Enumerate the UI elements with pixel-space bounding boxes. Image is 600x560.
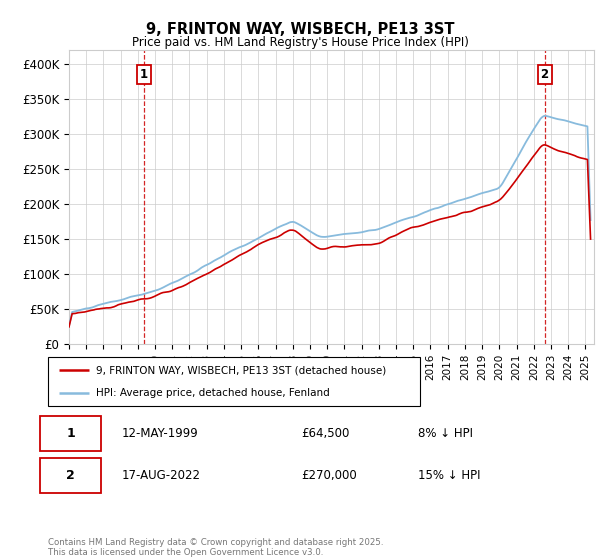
Text: 8% ↓ HPI: 8% ↓ HPI (418, 427, 473, 440)
Text: Price paid vs. HM Land Registry's House Price Index (HPI): Price paid vs. HM Land Registry's House … (131, 36, 469, 49)
FancyBboxPatch shape (40, 416, 101, 451)
Text: 9, FRINTON WAY, WISBECH, PE13 3ST: 9, FRINTON WAY, WISBECH, PE13 3ST (146, 22, 454, 38)
FancyBboxPatch shape (40, 458, 101, 493)
Text: 1: 1 (67, 427, 75, 440)
Text: £270,000: £270,000 (301, 469, 357, 482)
Text: HPI: Average price, detached house, Fenland: HPI: Average price, detached house, Fenl… (97, 388, 330, 398)
Text: 2: 2 (541, 68, 548, 81)
Text: 15% ↓ HPI: 15% ↓ HPI (418, 469, 480, 482)
Text: Contains HM Land Registry data © Crown copyright and database right 2025.
This d: Contains HM Land Registry data © Crown c… (48, 538, 383, 557)
Text: 1: 1 (140, 68, 148, 81)
Text: 12-MAY-1999: 12-MAY-1999 (122, 427, 199, 440)
Text: 9, FRINTON WAY, WISBECH, PE13 3ST (detached house): 9, FRINTON WAY, WISBECH, PE13 3ST (detac… (97, 365, 386, 375)
Text: 17-AUG-2022: 17-AUG-2022 (122, 469, 201, 482)
Text: 2: 2 (67, 469, 75, 482)
Text: £64,500: £64,500 (301, 427, 350, 440)
